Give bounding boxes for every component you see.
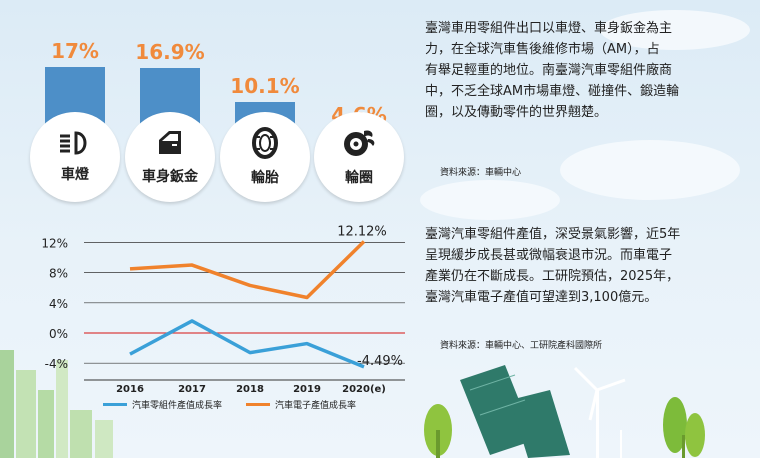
legend-label-electronics: 汽車電子產值成長率 (275, 401, 357, 411)
annotation-electronics-2020: 12.12% (337, 224, 387, 239)
category-label: 輪圈 (345, 170, 373, 186)
category-label: 車燈 (61, 167, 89, 183)
headlight-icon (58, 130, 92, 156)
legend-swatch-parts (103, 403, 127, 406)
solar-wind-decoration (424, 365, 705, 458)
y-tick-label: 12% (41, 236, 68, 250)
y-tick-label: 8% (49, 267, 68, 281)
source-note-2: 資料來源：車輛中心、工研院產科國際所 (440, 341, 603, 351)
car-door-icon (155, 128, 185, 158)
tire-icon (250, 127, 280, 159)
legend-item-parts: 汽車零組件產值成長率 (103, 398, 222, 411)
series-line-parts (129, 319, 365, 369)
x-tick-label: 2016 (116, 384, 144, 395)
y-tick-label: 4% (49, 297, 68, 311)
wheel-rim-icon (342, 127, 376, 159)
source-note-1: 資料來源：車輛中心 (440, 168, 522, 178)
bar-value-label: 10.1% (230, 74, 300, 98)
category-label: 輪胎 (251, 170, 279, 186)
annotation-parts-2020: -4.49% (357, 354, 403, 369)
category-badge: 輪圈 (314, 112, 404, 202)
bar-value-label: 17% (51, 39, 99, 63)
city-decoration (0, 350, 113, 458)
x-tick-label: 2019 (293, 384, 321, 395)
y-tick-label: 0% (49, 327, 68, 341)
industry-paragraph: 臺灣汽車零組件產值，深受景氣影響，近5年 呈現緩步成長甚或微幅衰退市況。而車電子… (425, 227, 681, 305)
legend-item-electronics: 汽車電子產值成長率 (246, 398, 356, 411)
category-badge: 車燈 (30, 112, 120, 202)
x-tick-label: 2018 (236, 384, 264, 395)
category-badge: 輪胎 (220, 112, 310, 202)
series-line-electronics (129, 240, 366, 300)
intro-paragraph: 臺灣車用零組件出口以車燈、車身鈑金為主 力，在全球汽車售後維修市場（AM），占 … (425, 21, 680, 120)
category-label: 車身鈑金 (142, 169, 198, 185)
y-tick-label: -4% (45, 357, 68, 371)
x-tick-label: 2017 (178, 384, 206, 395)
legend-label-parts: 汽車零組件產值成長率 (132, 401, 223, 411)
bar-value-label: 16.9% (135, 40, 205, 64)
category-badge: 車身鈑金 (125, 112, 215, 202)
legend-swatch-electronics (246, 403, 270, 406)
x-tick-label: 2020(e) (342, 384, 386, 395)
